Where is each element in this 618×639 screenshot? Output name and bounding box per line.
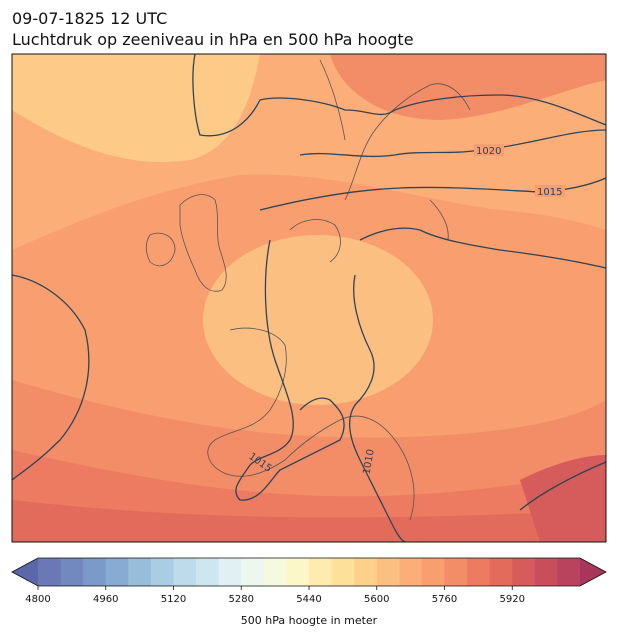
isobar-1015-north (259, 177, 606, 211)
colorbar-swatch (421, 558, 445, 586)
colorbar-swatch (241, 558, 265, 586)
isobar-west (12, 274, 90, 481)
isobars (12, 54, 606, 542)
height-band-southeast (520, 455, 606, 542)
colorbar-swatch (128, 558, 152, 586)
colorbar-swatch (331, 558, 355, 586)
colorbar-swatch (218, 558, 242, 586)
colorbar-swatch (354, 558, 378, 586)
colorbar-tick-label: 5600 (364, 594, 389, 605)
colorbar-swatch (83, 558, 107, 586)
height-band-north-low (330, 54, 606, 120)
map-area: 1020 1015 1015 1010 (12, 54, 606, 542)
colorbar-swatch (38, 558, 62, 586)
colorbar-tick-label: 5440 (296, 594, 321, 605)
isobar-north (192, 54, 606, 137)
colorbar-swatch (467, 558, 491, 586)
colorbar-swatch (150, 558, 174, 586)
colorbar-tick-label: 5920 (500, 594, 525, 605)
colorbar-swatch (263, 558, 287, 586)
colorbar-extend-max (580, 558, 606, 586)
colorbar-swatch (105, 558, 129, 586)
isobar-southeast (519, 461, 606, 511)
colorbar: 4800 4960 5120 5280 5440 5600 5760 5920 (11, 557, 607, 605)
colorbar-swatch (489, 558, 513, 586)
isobar-label-bg-1015-east (535, 185, 565, 197)
colorbar-label: 500 hPa hoogte in meter (240, 614, 378, 627)
height-band-center (203, 235, 433, 405)
map-timestamp: 09-07-1825 12 UTC (12, 9, 168, 28)
isobar-label-bg-1020 (474, 144, 504, 156)
isobar-1020 (299, 129, 606, 158)
colorbar-swatch (512, 558, 536, 586)
map-frame (11, 53, 607, 543)
colorbar-swatch (286, 558, 310, 586)
colorbar-swatch (376, 558, 400, 586)
map-title: Luchtdruk op zeeniveau in hPa en 500 hPa… (12, 30, 414, 49)
colorbar-swatch (557, 558, 581, 586)
colorbar-tick-label: 4960 (93, 594, 118, 605)
colorbar-extend-min (12, 558, 38, 586)
colorbar-tick-label: 5280 (229, 594, 254, 605)
colorbar-tick-label: 5760 (432, 594, 457, 605)
colorbar-swatch (534, 558, 558, 586)
coastlines (145, 59, 471, 521)
isobar-1010 (348, 274, 406, 542)
isobar-1015-south (235, 239, 345, 501)
isobar-label-1020: 1020 (476, 146, 501, 157)
colorbar-tick-label: 5120 (161, 594, 186, 605)
height-band-northwest (12, 54, 260, 162)
isobar-label-1010: 1010 (362, 448, 377, 475)
colorbar-swatch (399, 558, 423, 586)
colorbar-swatch (60, 558, 84, 586)
colorbar-swatch (196, 558, 220, 586)
colorbar-swatch (444, 558, 468, 586)
colorbar-swatch (309, 558, 333, 586)
colorbar-swatch (173, 558, 197, 586)
isobar-label-1015-east: 1015 (537, 187, 562, 198)
colorbar-tick-label: 4800 (25, 594, 50, 605)
isobar-east (359, 227, 606, 269)
height-band-south-3 (12, 500, 606, 542)
